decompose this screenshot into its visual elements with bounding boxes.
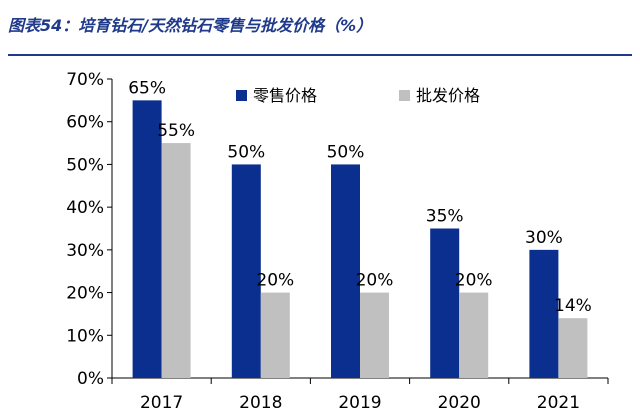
x-tick-label: 2018 [239, 393, 282, 413]
bar-retail-2017 [132, 100, 162, 378]
legend-swatch [399, 90, 410, 101]
legend-swatch [236, 90, 247, 101]
bars [132, 100, 588, 378]
bar-wholesale-2017 [161, 143, 191, 378]
x-tick-label: 2020 [438, 393, 481, 413]
bar-wholesale-2018 [260, 292, 290, 378]
legend-label: 零售价格 [253, 86, 317, 105]
y-tick-label: 70% [66, 70, 104, 90]
y-tick-label: 50% [66, 155, 104, 175]
x-axis: 2017 2018 2019 2020 2021 [111, 377, 609, 413]
bar-retail-2021 [529, 249, 559, 378]
x-tick-label: 2019 [338, 393, 381, 413]
data-label: 65% [128, 78, 166, 98]
x-tick-label: 2017 [140, 393, 183, 413]
x-tick-label: 2021 [537, 393, 580, 413]
data-label: 14% [554, 296, 592, 316]
figure-title: 图表54：培育钻石/天然钻石零售与批发价格（%） [8, 16, 373, 35]
data-label: 20% [455, 271, 493, 291]
data-label: 20% [356, 271, 394, 291]
data-label: 30% [525, 228, 563, 248]
bar-wholesale-2021 [558, 318, 588, 378]
bar-wholesale-2020 [459, 292, 489, 378]
data-labels: 65% 50% 50% 35% 30% 55% 20% 20% 20% 14% [128, 78, 592, 316]
y-tick-label: 40% [66, 198, 104, 218]
bar-retail-2019 [331, 164, 360, 378]
data-label: 20% [256, 271, 294, 291]
bar-wholesale-2019 [360, 292, 389, 378]
y-tick-label: 0% [77, 369, 104, 389]
y-axis: 0% 10% 20% 30% 40% 50% 60% 70% [66, 70, 113, 389]
data-label: 50% [327, 142, 365, 162]
bar-retail-2020 [430, 228, 460, 378]
y-tick-label: 30% [66, 241, 104, 261]
title-rule [8, 54, 632, 56]
data-label: 35% [426, 207, 464, 227]
legend-label: 批发价格 [416, 86, 480, 105]
y-tick-label: 20% [66, 284, 104, 304]
y-tick-label: 10% [66, 326, 104, 346]
data-label: 55% [157, 121, 195, 141]
legend: 零售价格 批发价格 [236, 86, 480, 105]
bar-retail-2018 [231, 164, 261, 378]
y-tick-label: 60% [66, 113, 104, 133]
data-label: 50% [227, 142, 265, 162]
